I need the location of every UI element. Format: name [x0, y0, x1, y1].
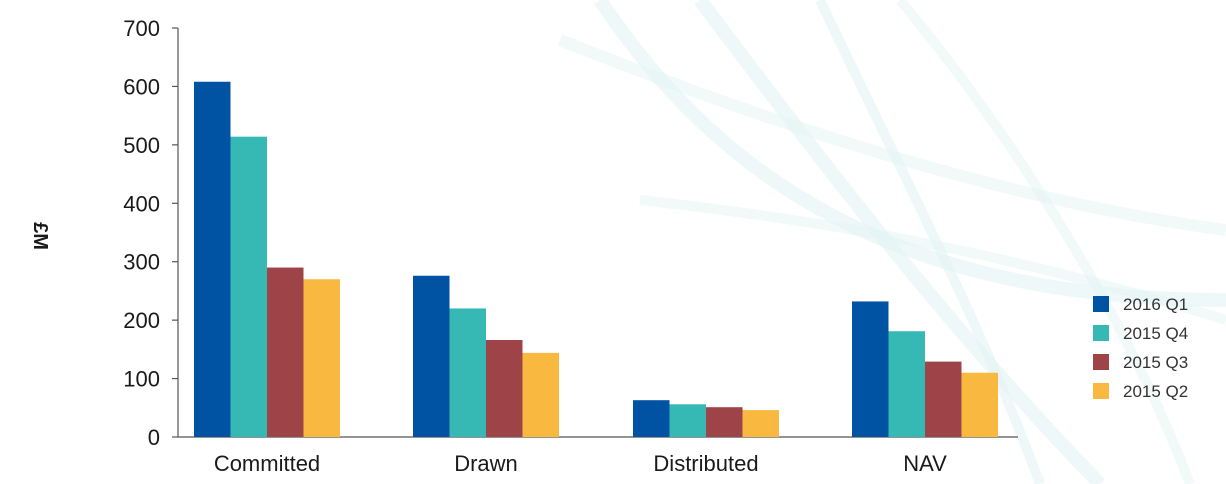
x-tick-label: Committed: [214, 451, 320, 476]
legend-swatch: [1093, 383, 1109, 399]
legend-swatch: [1093, 296, 1109, 312]
legend-swatch: [1093, 354, 1109, 370]
bars: [194, 81, 998, 438]
bar: [888, 331, 925, 437]
y-tick-label: 200: [123, 308, 160, 333]
bar: [486, 340, 523, 437]
y-tick-label: 300: [123, 250, 160, 275]
y-tick-label: 700: [123, 16, 160, 41]
y-axis-label: £M: [29, 222, 51, 250]
y-tick-label: 600: [123, 74, 160, 99]
bar: [961, 372, 998, 437]
legend-swatch: [1093, 325, 1109, 341]
bar: [413, 275, 450, 437]
bar: [706, 407, 743, 437]
bar: [633, 400, 670, 437]
y-tick-label: 500: [123, 133, 160, 158]
y-tick-label: 100: [123, 367, 160, 392]
bar: [742, 410, 779, 437]
background-swirl-decoration: [557, 0, 1226, 484]
labels: 0 100 200 300 400 500 600 700 £M Committed Drawn Di…: [29, 16, 947, 476]
legend: 2016 Q1 2015 Q4 2015 Q3 2015 Q2: [1093, 295, 1188, 401]
y-tick-label: 0: [148, 425, 160, 450]
legend-label: 2015 Q2: [1123, 382, 1188, 401]
legend-label: 2015 Q3: [1123, 353, 1188, 372]
bar: [449, 308, 486, 437]
bar: [303, 279, 340, 437]
legend-label: 2016 Q1: [1123, 295, 1188, 314]
bar: [669, 404, 706, 437]
x-tick-label: NAV: [903, 451, 947, 476]
bar: [522, 352, 559, 437]
bar: [194, 81, 231, 438]
legend-label: 2015 Q4: [1123, 324, 1188, 343]
bar: [925, 361, 962, 437]
bar: [267, 267, 304, 437]
y-tick-label: 400: [123, 191, 160, 216]
bar: [852, 301, 889, 437]
x-tick-label: Drawn: [454, 451, 518, 476]
bar: [230, 136, 267, 438]
x-tick-label: Distributed: [653, 451, 758, 476]
